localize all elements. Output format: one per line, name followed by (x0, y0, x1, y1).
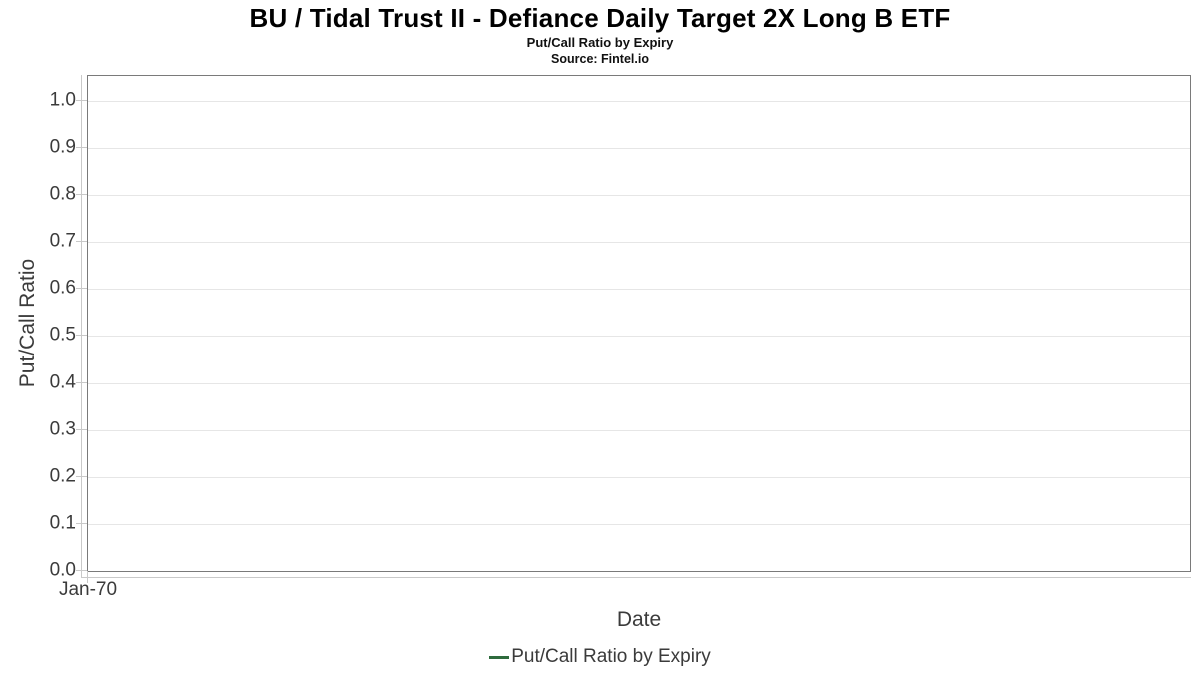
y-tick-label: 0.9 (49, 136, 76, 158)
y-tick-label: 0.3 (49, 418, 76, 440)
y-tick-mark (76, 241, 87, 242)
plot-area (87, 75, 1191, 572)
y-tick-label: 0.5 (49, 324, 76, 346)
y-tick-mark (76, 382, 87, 383)
chart-title: BU / Tidal Trust II - Defiance Daily Tar… (249, 3, 951, 33)
y-tick-mark (76, 476, 87, 477)
y-tick-mark (76, 335, 87, 336)
y-axis-line (81, 75, 82, 578)
gridline (88, 194, 1190, 196)
y-tick-label: 0.1 (49, 512, 76, 534)
y-tick-mark (76, 288, 87, 289)
gridline (88, 147, 1190, 149)
y-tick-mark (76, 523, 87, 524)
gridline (88, 382, 1190, 384)
x-axis-title: Date (616, 608, 662, 631)
y-tick-label: 0.4 (49, 371, 76, 393)
legend-label: Put/Call Ratio by Expiry (511, 646, 711, 667)
legend: Put/Call Ratio by Expiry (0, 646, 1200, 668)
gridline (88, 335, 1190, 337)
y-tick-label: 1.0 (49, 89, 76, 111)
gridline (88, 288, 1190, 290)
y-tick-mark (76, 147, 87, 148)
y-tick-mark (76, 570, 87, 571)
y-tick-mark (76, 100, 87, 101)
x-axis-line (81, 577, 1191, 578)
x-tick-mark (87, 571, 88, 583)
x-tick-label: Jan-70 (58, 579, 118, 600)
y-tick-label: 0.2 (49, 465, 76, 487)
gridline (88, 523, 1190, 525)
legend-line-icon (489, 655, 510, 659)
y-tick-label: 0.8 (49, 183, 76, 205)
gridline (88, 476, 1190, 478)
gridline (88, 100, 1190, 102)
gridline (88, 429, 1190, 431)
y-tick-label: 0.6 (49, 277, 76, 299)
chart-subtitle: Put/Call Ratio by Expiry (526, 35, 674, 50)
y-tick-label: 0.0 (49, 559, 76, 581)
chart-source: Source: Fintel.io (551, 52, 649, 66)
y-tick-mark (76, 194, 87, 195)
y-tick-label: 0.7 (49, 230, 76, 252)
gridline (88, 241, 1190, 243)
y-tick-mark (76, 429, 87, 430)
